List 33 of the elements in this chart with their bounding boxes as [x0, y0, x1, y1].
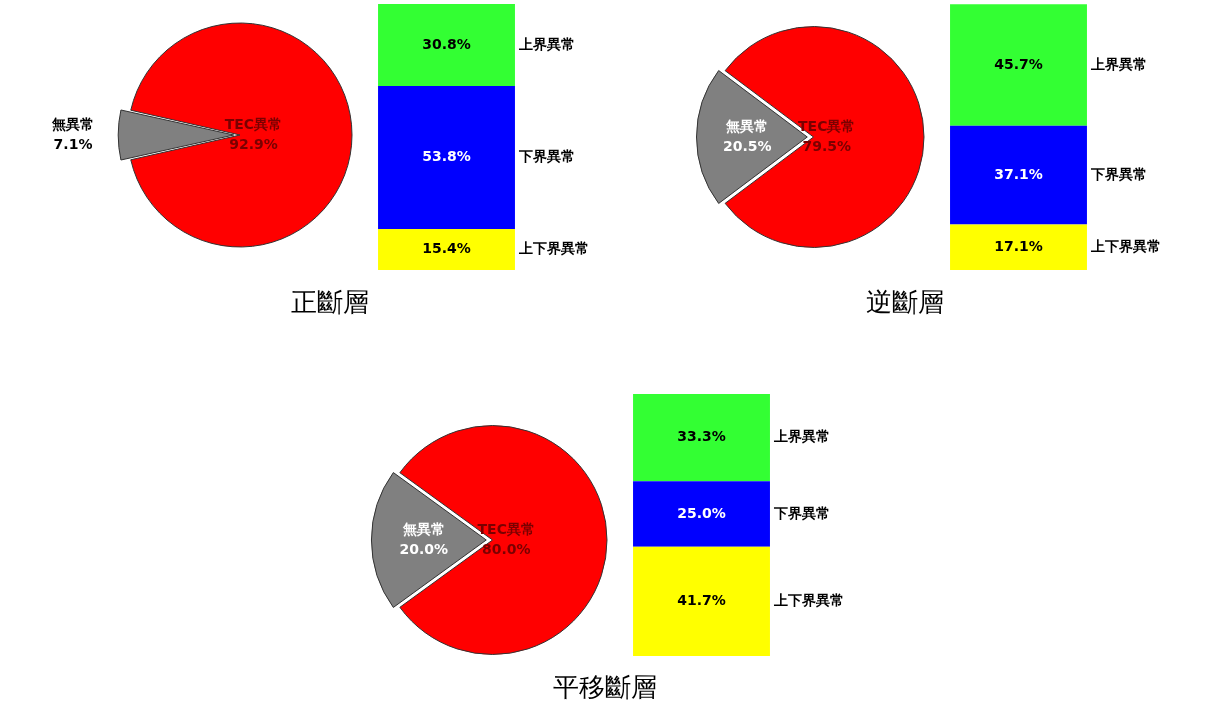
series-label: 下界異常 [772, 504, 830, 521]
data-label: 7.1% [53, 135, 93, 152]
text: 逆斷層 [865, 286, 945, 319]
series-label: 上界異常 [517, 35, 575, 52]
data-label: 30.8% [422, 35, 471, 52]
series-label: 上下界異常 [517, 240, 589, 257]
series-label: 上下界異常 [1089, 237, 1161, 254]
slice-label: 無異常 [401, 520, 445, 537]
text: 平移斷層 [552, 671, 658, 704]
series-label: 上下界異常 [772, 592, 844, 609]
data-label: 80.0% [481, 540, 531, 557]
data-label: 45.7% [994, 55, 1043, 72]
text: 正斷層 [290, 286, 370, 319]
series-label: 下界異常 [1089, 165, 1147, 182]
data-label: 25.0% [677, 504, 726, 521]
slice-label: TEC異常 [477, 520, 535, 537]
slice-label: TEC異常 [798, 117, 856, 134]
data-label: 53.8% [422, 148, 471, 165]
series-label: 上界異常 [772, 428, 830, 445]
data-label: 92.9% [229, 135, 278, 152]
slice-label: TEC異常 [224, 115, 283, 132]
series-label: 下界異常 [517, 148, 575, 165]
data-label: 17.1% [994, 237, 1043, 254]
data-label: 37.1% [994, 165, 1043, 182]
data-label: 20.0% [399, 540, 449, 557]
data-label: 33.3% [677, 428, 726, 445]
data-label: 20.5% [722, 137, 772, 154]
slice-label: 無異常 [725, 117, 769, 134]
series-label: 上界異常 [1089, 55, 1147, 72]
data-label: 15.4% [422, 240, 471, 257]
data-label: 79.5% [802, 137, 852, 154]
data-label: 41.7% [677, 592, 726, 609]
slice-label: 無異常 [51, 115, 94, 132]
